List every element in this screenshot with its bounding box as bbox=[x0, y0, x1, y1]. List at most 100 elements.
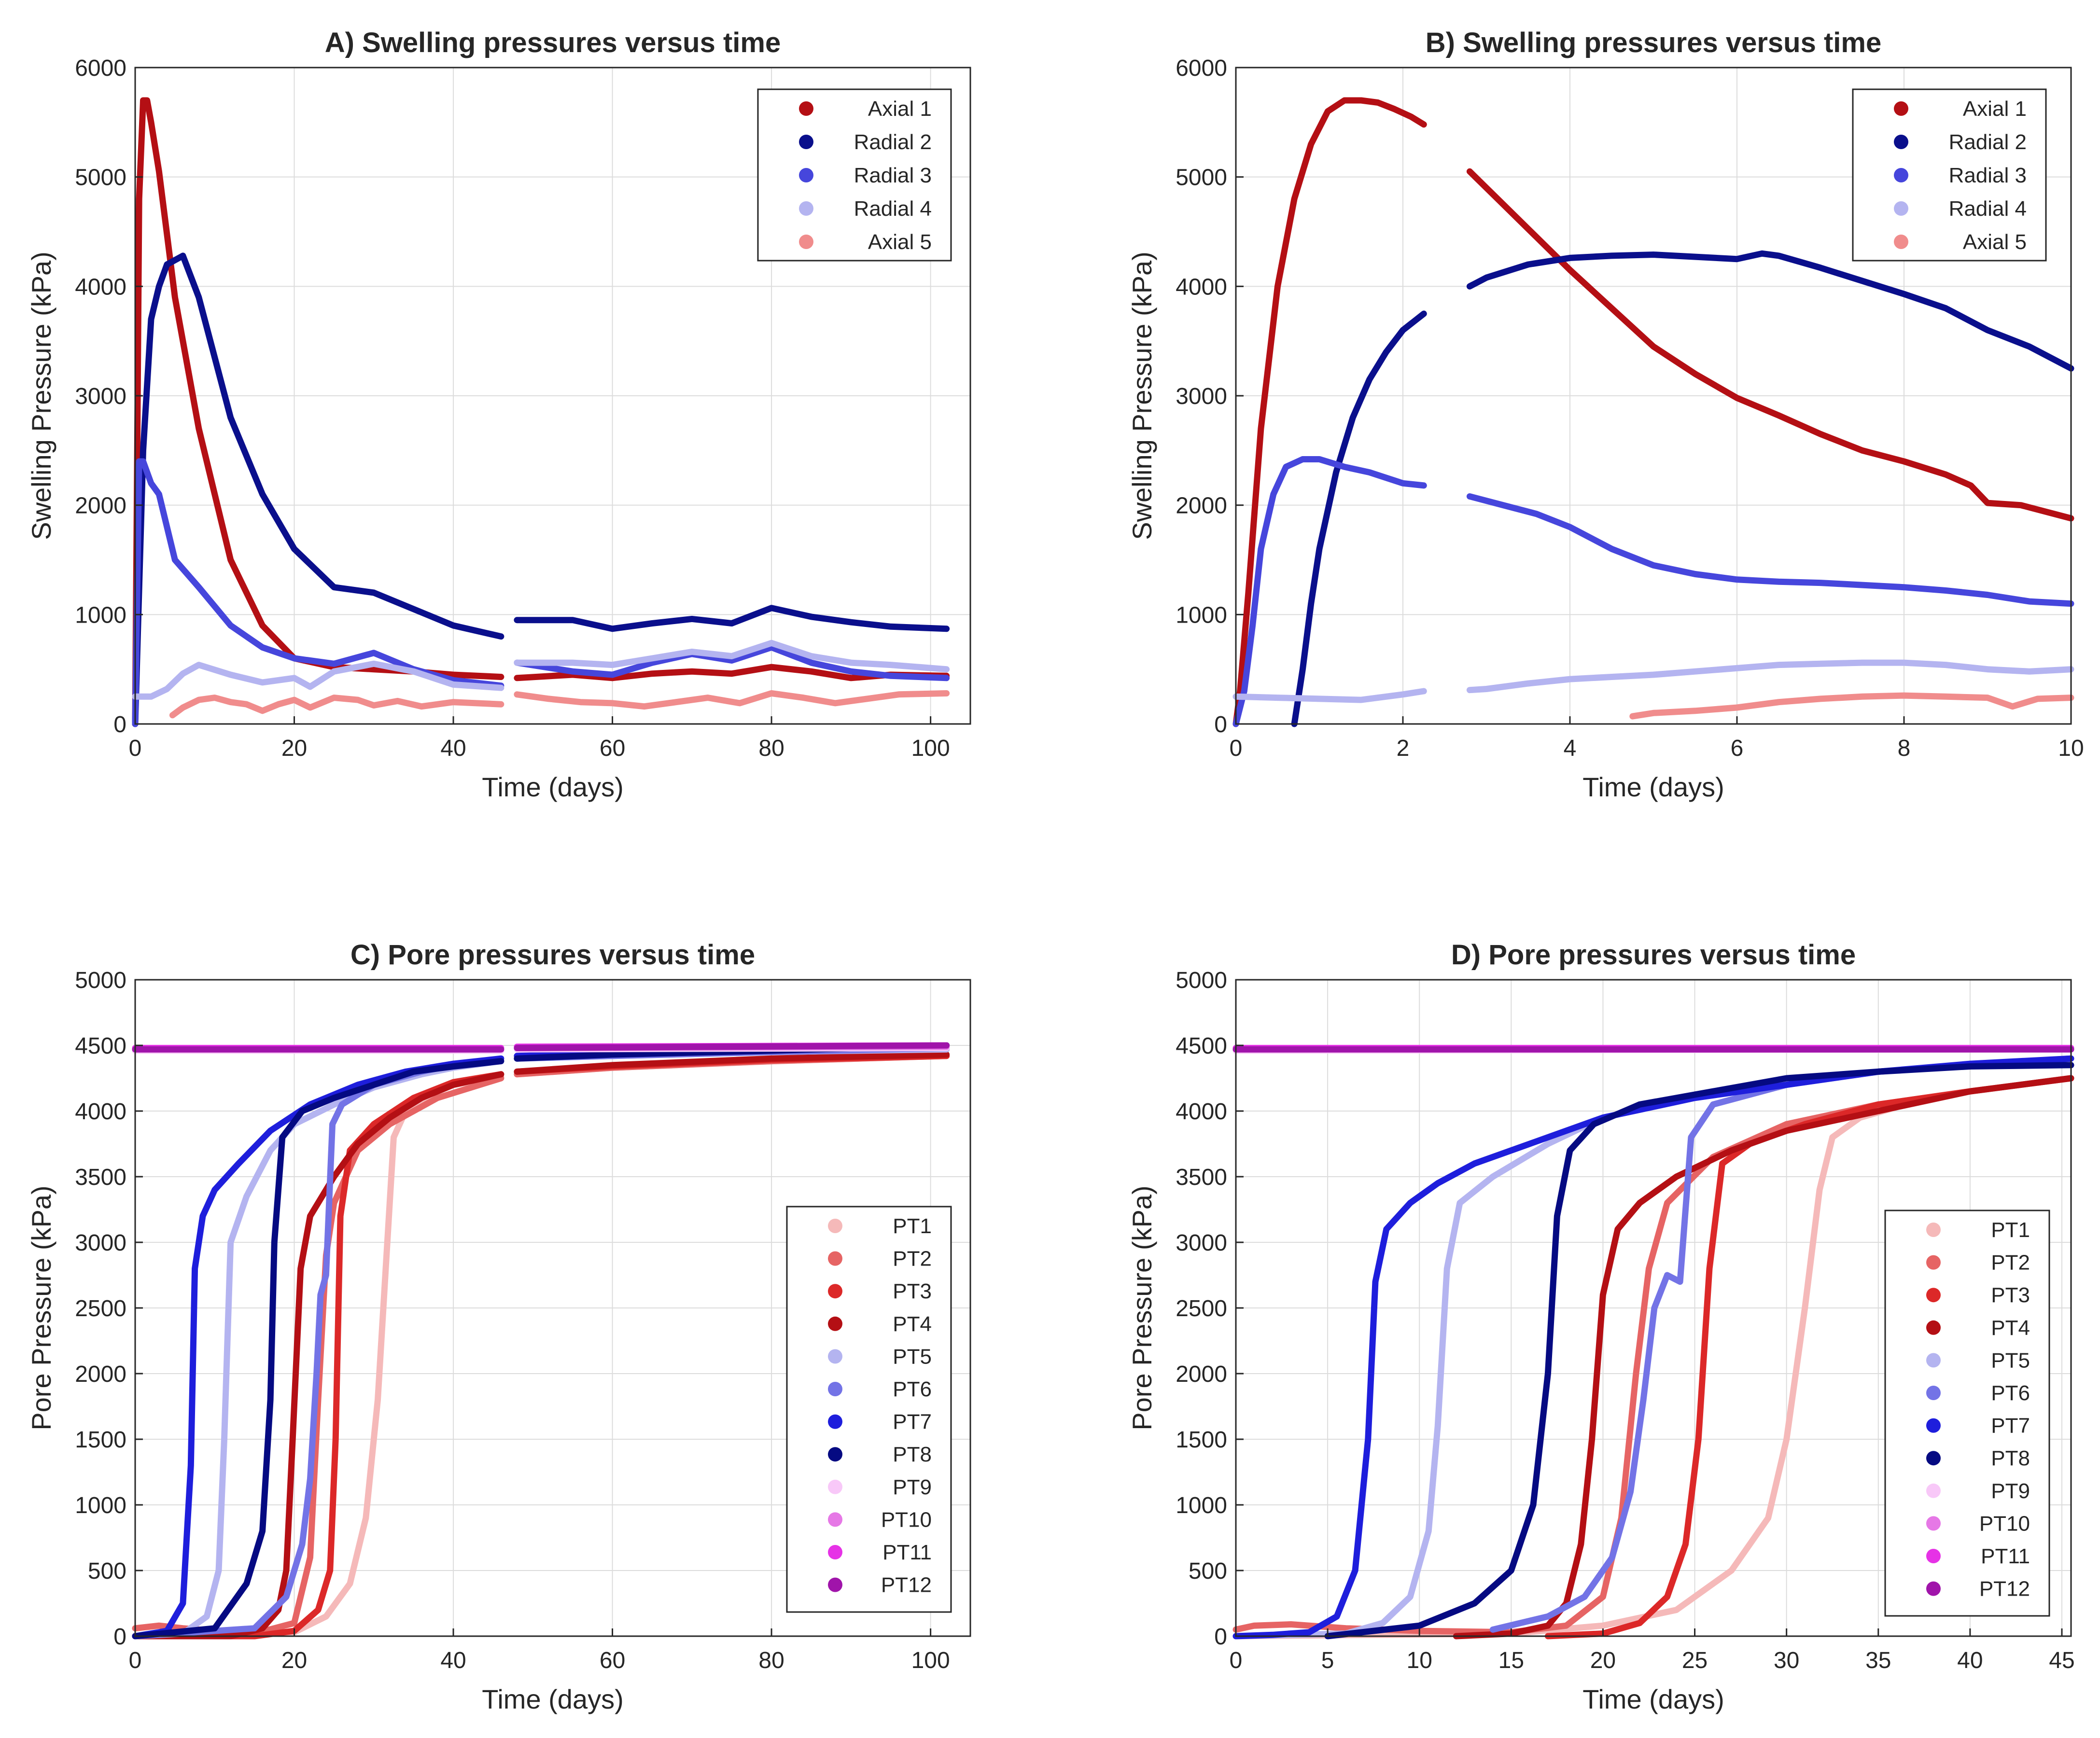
y-tick-label: 4000 bbox=[75, 274, 126, 300]
y-tick-label: 5000 bbox=[75, 968, 126, 993]
legend-marker bbox=[1926, 1581, 1941, 1596]
legend-entry: PT8 bbox=[1991, 1446, 2030, 1470]
y-tick-label: 500 bbox=[1189, 1558, 1227, 1584]
y-tick-label: 5000 bbox=[1176, 968, 1227, 993]
legend-marker bbox=[828, 1512, 842, 1527]
y-tick-label: 4000 bbox=[75, 1099, 126, 1125]
legend-entry: PT12 bbox=[1979, 1577, 2030, 1601]
x-axis-label: Time (days) bbox=[482, 772, 624, 802]
x-tick-label: 80 bbox=[758, 736, 784, 761]
legend-entry: PT11 bbox=[882, 1541, 932, 1564]
legend-box bbox=[1852, 88, 2047, 262]
x-tick-label: 60 bbox=[600, 1648, 625, 1673]
y-tick-label: 3500 bbox=[1176, 1165, 1227, 1190]
y-tick-label: 2500 bbox=[75, 1296, 126, 1321]
legend-entry: Radial 4 bbox=[854, 197, 932, 221]
legend-marker bbox=[1926, 1451, 1941, 1466]
x-tick-label: 60 bbox=[600, 736, 625, 761]
legend-marker bbox=[799, 101, 813, 116]
y-tick-label: 0 bbox=[1214, 712, 1227, 737]
x-tick-label: 0 bbox=[1230, 736, 1243, 761]
y-tick-label: 1000 bbox=[75, 602, 126, 628]
legend-marker bbox=[1926, 1386, 1941, 1400]
legend-entry: Radial 2 bbox=[854, 130, 932, 154]
x-tick-label: 10 bbox=[2058, 736, 2084, 761]
legend-entry: Axial 5 bbox=[868, 230, 932, 254]
legend-marker bbox=[1894, 101, 1908, 116]
series-line-pt4 bbox=[132, 1051, 950, 1640]
legend-entry: PT8 bbox=[893, 1443, 932, 1466]
series-line-radial-4 bbox=[1232, 659, 2074, 703]
x-tick-label: 35 bbox=[1865, 1648, 1891, 1673]
series-line-radial-2 bbox=[1291, 250, 2074, 727]
y-tick-label: 1000 bbox=[75, 1493, 126, 1518]
y-tick-label: 1500 bbox=[75, 1427, 126, 1453]
x-tick-label: 5 bbox=[1321, 1648, 1334, 1673]
legend-entry: Radial 2 bbox=[1949, 130, 2027, 154]
x-tick-label: 25 bbox=[1682, 1648, 1708, 1673]
legend-entry: Axial 1 bbox=[1963, 97, 2027, 121]
legend-entry: PT10 bbox=[1979, 1512, 2030, 1535]
x-tick-label: 100 bbox=[911, 1648, 950, 1673]
legend-marker bbox=[799, 168, 813, 182]
legend-marker bbox=[1894, 235, 1908, 249]
legend: Axial 1 Radial 2 Radial 3 Radial 4 Axial 5 bbox=[1852, 88, 2047, 262]
series-line-pt4 bbox=[1453, 1075, 2074, 1640]
series-line-pt12 bbox=[132, 1042, 950, 1053]
y-tick-label: 3500 bbox=[75, 1165, 126, 1190]
legend-entry: PT9 bbox=[893, 1475, 932, 1499]
legend-box bbox=[1884, 1210, 2050, 1617]
legend-marker bbox=[1926, 1483, 1941, 1498]
legend-marker bbox=[1926, 1255, 1941, 1270]
series-line-pt8 bbox=[1324, 1062, 2074, 1640]
chart-panel-a: 0 20 40 60 80 1000100020003000400050006000A) … bbox=[26, 27, 971, 802]
x-axis-label: Time (days) bbox=[482, 1684, 624, 1714]
legend-entry: PT2 bbox=[1991, 1251, 2030, 1275]
chart-title: D) Pore pressures versus time bbox=[1451, 939, 1856, 971]
series-line-radial-3 bbox=[132, 458, 950, 727]
y-tick-label: 2000 bbox=[75, 493, 126, 519]
y-axis-label: Pore Pressure (kPa) bbox=[26, 1185, 56, 1430]
chart-panel-b: 0 2 4 6 8 10 0 1000 2000 3000 4000 5000 6000 B) Swell… bbox=[1127, 27, 2084, 802]
legend-marker bbox=[828, 1382, 842, 1396]
x-tick-label: 4 bbox=[1564, 736, 1577, 761]
legend-entry: PT7 bbox=[893, 1410, 932, 1434]
legend-marker bbox=[799, 201, 813, 216]
legend-entry: PT3 bbox=[893, 1279, 932, 1303]
y-tick-label: 2000 bbox=[1176, 493, 1227, 519]
chart-title: A) Swelling pressures versus time bbox=[325, 27, 781, 58]
legend-entry: Radial 3 bbox=[1949, 164, 2027, 187]
legend: PT1 PT2 PT3 PT4 PT5 PT6 PT7 PT8 PT9 PT10 PT11 PT12 bbox=[1884, 1210, 2050, 1617]
x-tick-label: 0 bbox=[1230, 1648, 1243, 1673]
legend-entry: PT5 bbox=[1991, 1349, 2030, 1372]
legend-entry: PT6 bbox=[893, 1377, 932, 1401]
legend-marker bbox=[828, 1349, 842, 1364]
legend-entry: PT4 bbox=[1991, 1316, 2030, 1340]
y-tick-label: 0 bbox=[1214, 1624, 1227, 1650]
legend-marker bbox=[828, 1479, 842, 1494]
x-tick-label: 40 bbox=[1957, 1648, 1983, 1673]
legend-marker bbox=[828, 1545, 842, 1559]
series-line-axial-5 bbox=[1629, 692, 2074, 720]
y-tick-label: 3000 bbox=[75, 384, 126, 409]
legend-marker bbox=[1926, 1353, 1941, 1368]
legend-entry: Radial 3 bbox=[854, 164, 932, 187]
x-tick-label: 40 bbox=[440, 736, 466, 761]
y-tick-label: 6000 bbox=[75, 56, 126, 81]
legend-marker bbox=[1926, 1516, 1941, 1531]
legend-marker bbox=[1926, 1320, 1941, 1335]
legend-entry: PT10 bbox=[881, 1508, 932, 1531]
y-tick-label: 4500 bbox=[75, 1033, 126, 1059]
x-axis-label: Time (days) bbox=[1582, 1684, 1724, 1714]
y-tick-label: 4500 bbox=[1176, 1033, 1227, 1059]
legend-marker bbox=[828, 1447, 842, 1462]
legend-entry: PT9 bbox=[1991, 1479, 2030, 1503]
x-tick-label: 20 bbox=[281, 1648, 307, 1673]
series-line-axial-5 bbox=[169, 690, 950, 719]
y-tick-label: 3000 bbox=[1176, 384, 1227, 409]
chart-title: B) Swelling pressures versus time bbox=[1426, 27, 1881, 58]
y-axis-label: Swelling Pressure (kPa) bbox=[1127, 251, 1157, 540]
x-axis-label: Time (days) bbox=[1582, 772, 1724, 802]
x-tick-label: 80 bbox=[758, 1648, 784, 1673]
x-tick-label: 10 bbox=[1407, 1648, 1432, 1673]
